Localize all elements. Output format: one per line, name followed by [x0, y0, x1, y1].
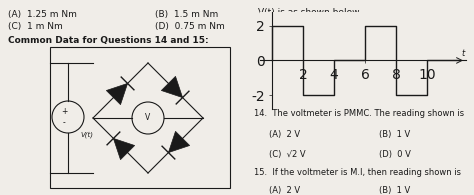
Text: t: t [461, 49, 465, 58]
Text: (C)  √2 V: (C) √2 V [269, 150, 306, 159]
Polygon shape [106, 83, 128, 105]
Text: (A)  2 V: (A) 2 V [269, 186, 300, 195]
Polygon shape [161, 76, 182, 98]
Polygon shape [168, 131, 190, 152]
Text: (B)  1 V: (B) 1 V [379, 186, 410, 195]
Text: +: + [61, 107, 67, 116]
Polygon shape [113, 138, 135, 160]
Text: -: - [63, 119, 65, 128]
Text: (A)  2 V: (A) 2 V [269, 130, 300, 139]
Text: (B)  1.5 m Nm: (B) 1.5 m Nm [155, 10, 218, 19]
Text: (B)  1 V: (B) 1 V [379, 130, 410, 139]
Text: 15.  If the voltmeter is M.I, then reading shown is: 15. If the voltmeter is M.I, then readin… [254, 168, 461, 176]
Text: (D)  0.75 m Nm: (D) 0.75 m Nm [155, 22, 225, 31]
Text: (C)  1 m Nm: (C) 1 m Nm [8, 22, 63, 31]
Text: V: V [146, 113, 151, 122]
Text: (D)  0 V: (D) 0 V [379, 150, 411, 159]
Text: Common Data for Questions 14 and 15:: Common Data for Questions 14 and 15: [8, 36, 209, 45]
Text: 14.  The voltmeter is PMMC. The reading shown is: 14. The voltmeter is PMMC. The reading s… [254, 109, 464, 118]
Text: V(t) is as shown below.: V(t) is as shown below. [258, 8, 362, 17]
Text: (A)  1.25 m Nm: (A) 1.25 m Nm [8, 10, 77, 19]
Text: V(t): V(t) [80, 132, 93, 138]
